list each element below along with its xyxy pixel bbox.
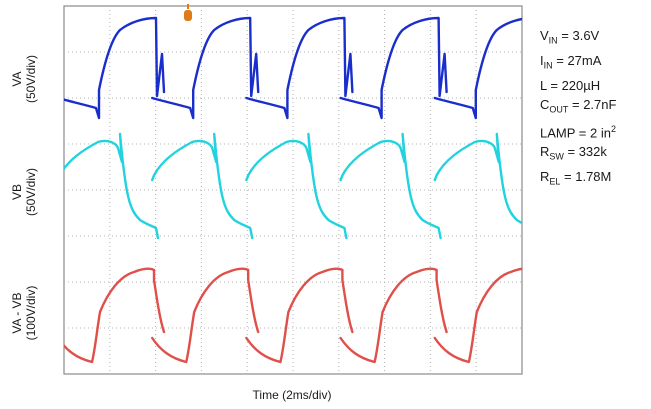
param-rel-symbol: R bbox=[540, 168, 550, 184]
param-cout-symbol: C bbox=[540, 96, 550, 112]
parameters-list: VIN = 3.6V IIN = 27mA L = 220µH COUT = 2… bbox=[540, 26, 616, 192]
param-iin-sub: IN bbox=[543, 60, 553, 71]
param-vin-symbol: V bbox=[540, 28, 549, 43]
y-label-va-name: VA bbox=[10, 71, 24, 87]
vavb-trace-cycle bbox=[433, 267, 522, 364]
param-cout-value: = 2.7nF bbox=[568, 96, 617, 112]
vb-trace-cycle bbox=[151, 132, 254, 240]
va-trace-cycle bbox=[245, 16, 354, 120]
param-rel: REL = 1.78M bbox=[540, 167, 616, 192]
traces bbox=[64, 16, 522, 364]
va-trace-cycle bbox=[151, 16, 260, 120]
vb-trace-cycle bbox=[433, 132, 522, 225]
param-rsw-value: = 332k bbox=[563, 144, 607, 160]
y-label-vavb-scale: (100V/div) bbox=[24, 285, 38, 341]
trigger-marker-body bbox=[184, 10, 192, 21]
param-cout: COUT = 2.7nF bbox=[540, 95, 616, 120]
param-lamp-sup: 2 bbox=[610, 123, 616, 134]
param-l-symbol: L bbox=[540, 77, 547, 93]
param-lamp-symbol: LAMP bbox=[540, 124, 576, 140]
param-lamp: LAMP = 2 in2 bbox=[540, 120, 616, 143]
grid bbox=[64, 6, 522, 374]
param-iin-symbol: I bbox=[540, 52, 544, 68]
vavb-trace-cycle bbox=[151, 267, 260, 364]
param-rsw-symbol: R bbox=[540, 144, 550, 160]
x-axis-label: Time (2ms/div) bbox=[252, 388, 332, 402]
va-trace-cycle bbox=[339, 16, 448, 120]
param-lamp-value: = 2 in bbox=[575, 124, 611, 140]
trigger-marker bbox=[184, 4, 192, 21]
param-cout-sub: OUT bbox=[549, 104, 569, 115]
param-iin: IIN = 27mA bbox=[540, 51, 616, 76]
param-rsw: RSW = 332k bbox=[540, 142, 616, 167]
vavb-trace-cycle bbox=[339, 267, 448, 364]
vavb-trace-cycle bbox=[245, 267, 354, 364]
y-label-va-scale: (50V/div) bbox=[24, 54, 38, 104]
param-rel-value: = 1.78M bbox=[560, 168, 612, 184]
vb-trace-cycle bbox=[245, 132, 348, 240]
y-label-va: VA (50V/div) bbox=[10, 39, 38, 119]
va-trace-cycle bbox=[64, 16, 166, 120]
param-vin: VIN = 3.6V bbox=[540, 26, 616, 51]
y-label-vb-name: VB bbox=[10, 184, 24, 201]
param-rel-sub: EL bbox=[549, 176, 561, 187]
vavb-trace-cycle bbox=[64, 267, 166, 364]
y-label-vavb-name: VA - VB bbox=[10, 292, 24, 334]
vb-trace-cycle bbox=[64, 132, 160, 240]
y-label-vb-scale: (50V/div) bbox=[24, 167, 38, 217]
param-l: L = 220µH bbox=[540, 76, 616, 95]
vb-trace-cycle bbox=[339, 132, 442, 240]
param-l-value: = 220µH bbox=[546, 77, 601, 93]
param-rsw-sub: SW bbox=[549, 151, 564, 162]
y-label-vavb: VA - VB (100V/div) bbox=[10, 273, 38, 353]
param-vin-value: = 3.6V bbox=[557, 28, 600, 43]
va-trace-cycle bbox=[433, 17, 522, 120]
y-label-vb: VB (50V/div) bbox=[10, 152, 38, 232]
param-iin-value: = 27mA bbox=[552, 52, 602, 68]
param-vin-sub: IN bbox=[548, 35, 558, 46]
